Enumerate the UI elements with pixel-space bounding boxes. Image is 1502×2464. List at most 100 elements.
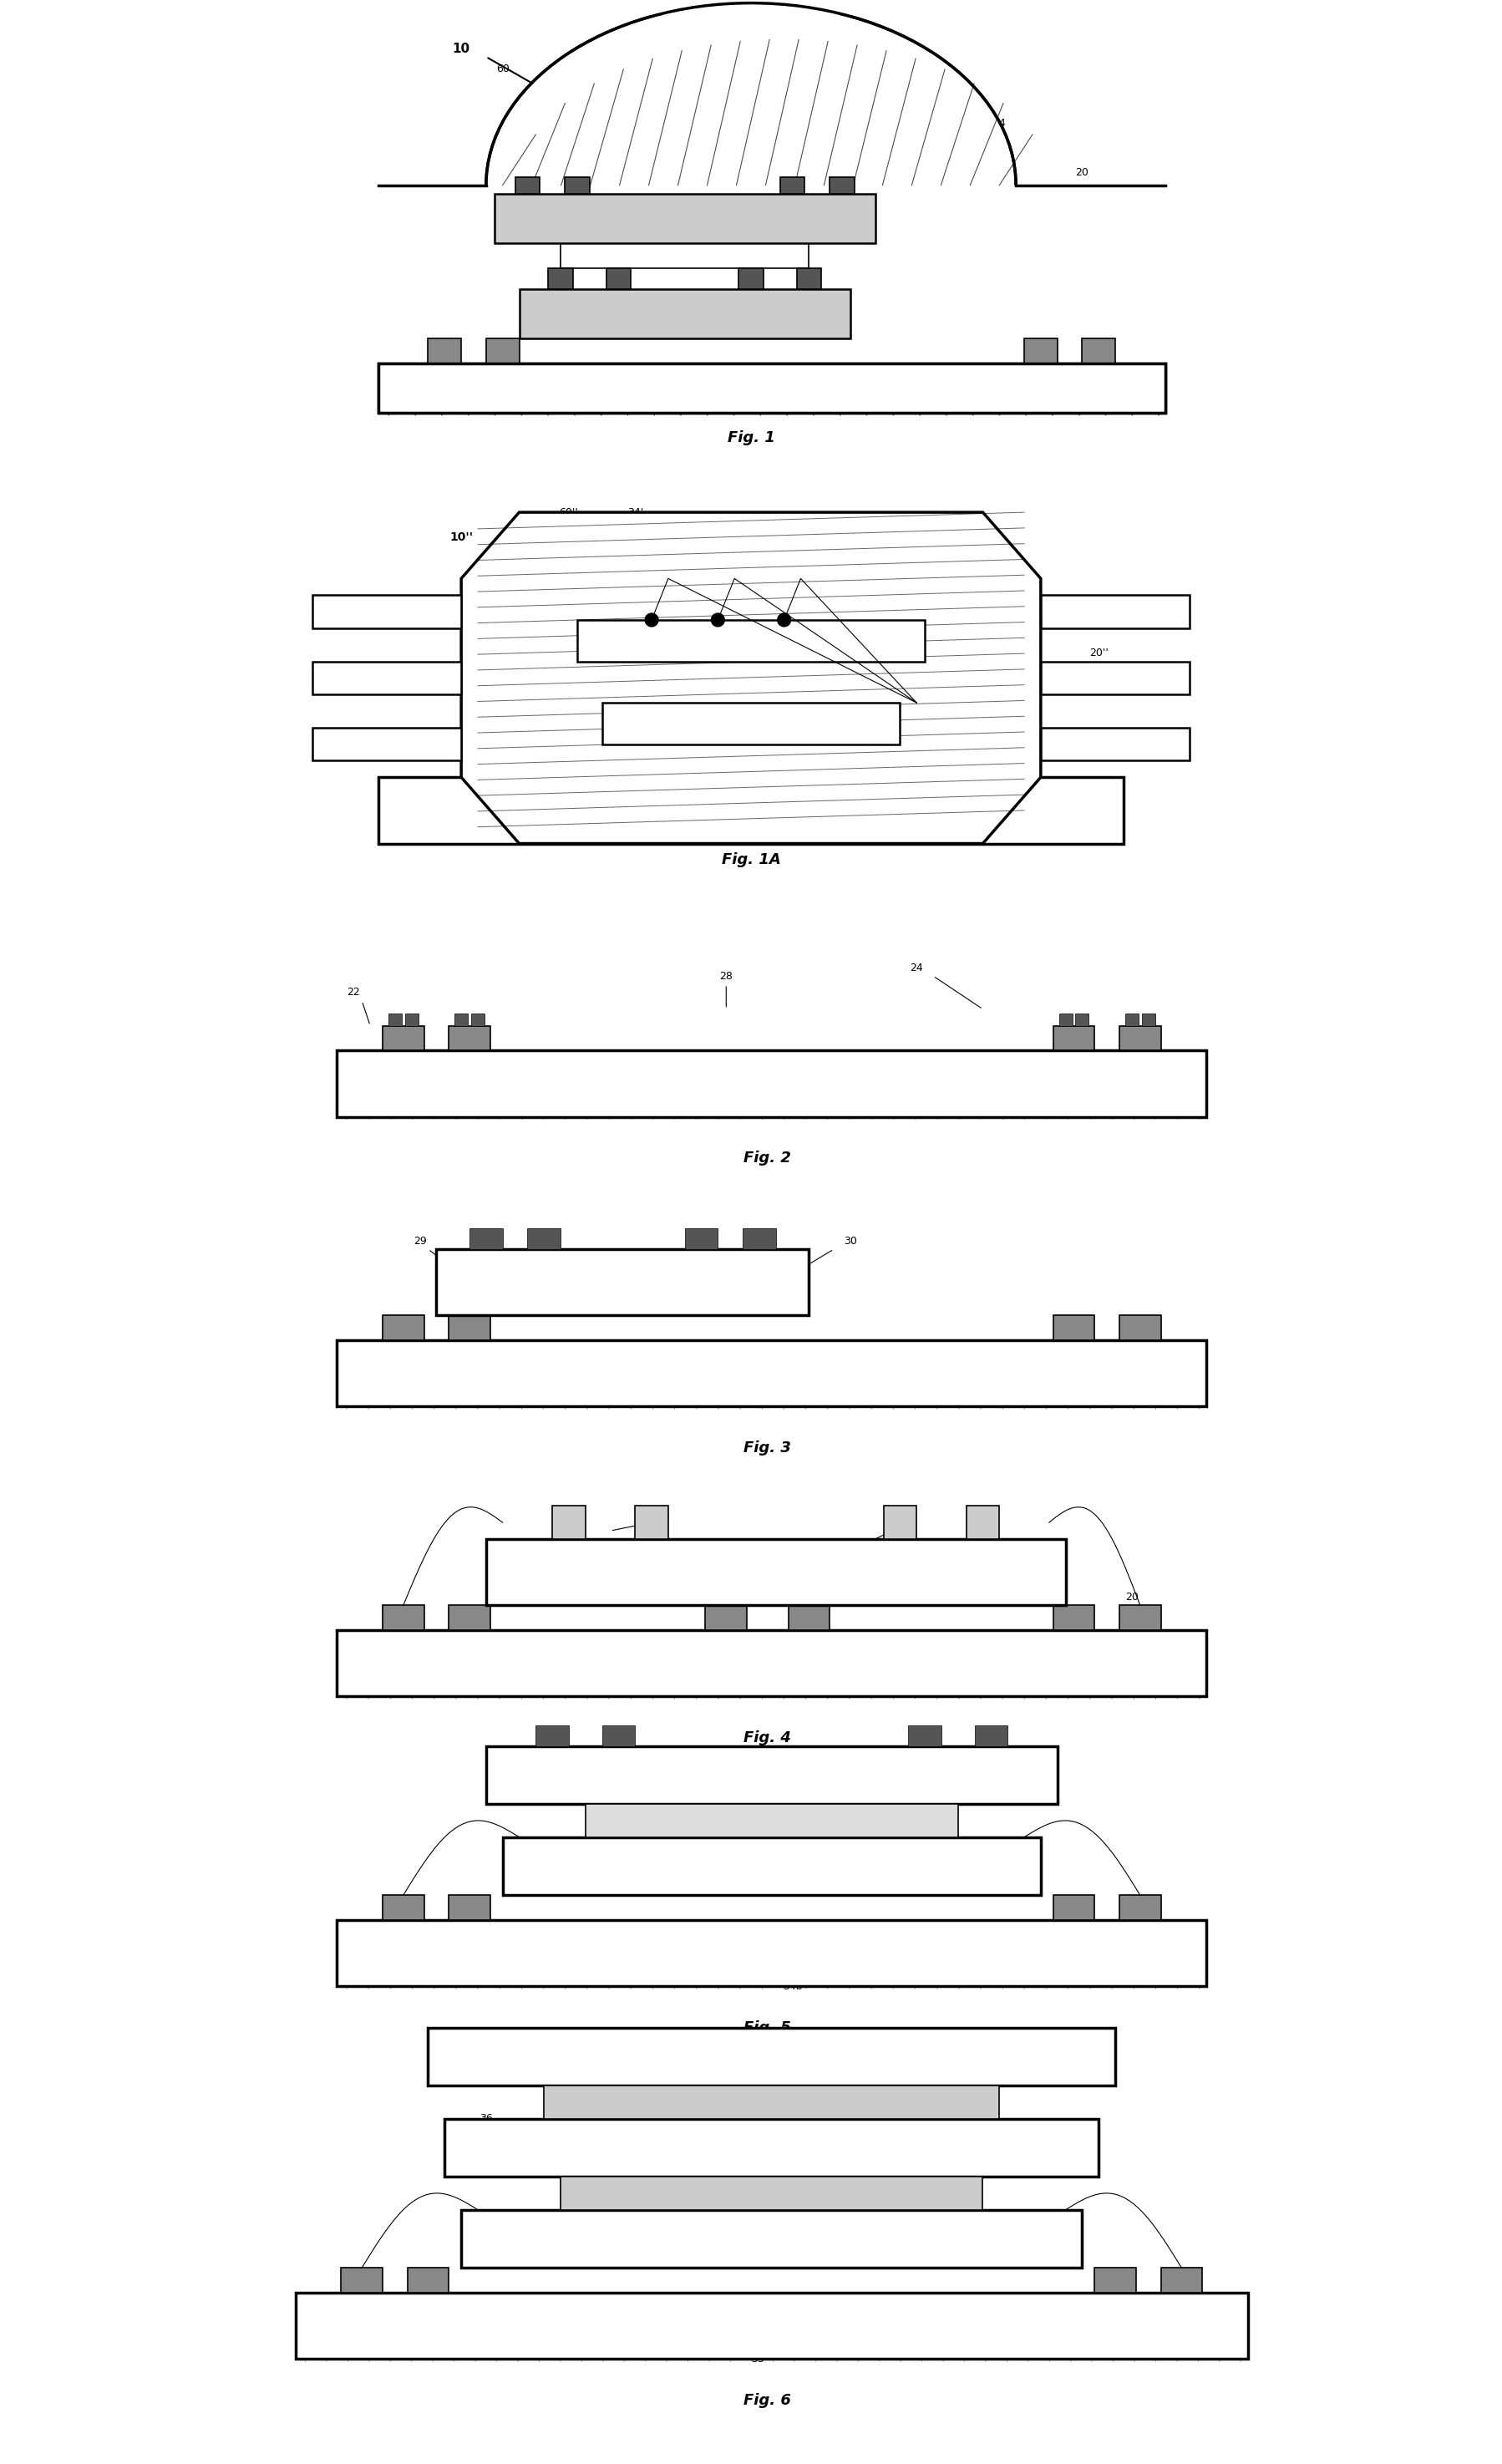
Bar xyxy=(383,1316,424,1340)
Text: 33': 33' xyxy=(701,30,718,42)
Bar xyxy=(909,1725,942,1747)
Circle shape xyxy=(712,614,724,626)
Text: Fig. 3: Fig. 3 xyxy=(743,1441,792,1456)
Bar xyxy=(829,177,855,195)
Text: 30: 30 xyxy=(786,813,799,823)
Bar xyxy=(586,1804,958,1838)
Bar xyxy=(780,177,805,195)
Bar xyxy=(428,2028,1116,2085)
Bar xyxy=(975,1725,1008,1747)
Text: 24: 24 xyxy=(1075,1641,1089,1653)
Text: Fig. 6: Fig. 6 xyxy=(743,2393,792,2407)
Bar xyxy=(742,1230,777,1249)
Bar xyxy=(635,1506,668,1540)
Text: 34a: 34a xyxy=(650,1508,670,1520)
Bar xyxy=(487,1747,1057,1804)
Bar xyxy=(706,1607,746,1631)
Text: 30: 30 xyxy=(802,375,816,384)
Bar xyxy=(796,269,822,288)
Bar xyxy=(336,1919,1206,1986)
Text: 40: 40 xyxy=(512,375,526,384)
Bar xyxy=(487,1540,1065,1607)
Bar xyxy=(553,1506,586,1540)
Bar xyxy=(312,727,461,761)
Bar xyxy=(449,1025,490,1050)
Text: 60'': 60'' xyxy=(559,508,578,517)
Bar xyxy=(607,269,631,288)
Bar xyxy=(389,1013,401,1025)
Text: 34a: 34a xyxy=(865,781,885,791)
Circle shape xyxy=(778,614,790,626)
Text: 24'': 24'' xyxy=(469,771,487,784)
Bar xyxy=(383,1607,424,1631)
Bar xyxy=(312,660,461,695)
Bar xyxy=(406,1013,418,1025)
Bar xyxy=(1041,660,1190,695)
Bar xyxy=(1059,1013,1072,1025)
Bar xyxy=(478,185,1024,375)
Bar xyxy=(296,2292,1248,2358)
Bar xyxy=(1053,1895,1095,1919)
Bar xyxy=(383,1895,424,1919)
Bar xyxy=(1041,596,1190,628)
Text: 28: 28 xyxy=(745,1377,757,1387)
Bar xyxy=(379,362,1166,414)
Bar xyxy=(449,1316,490,1340)
Text: 20: 20 xyxy=(1075,168,1089,177)
Bar xyxy=(336,1340,1206,1407)
Text: G: G xyxy=(739,387,746,397)
Text: 29: 29 xyxy=(413,1234,427,1247)
Bar xyxy=(336,1631,1206,1695)
Text: G: G xyxy=(647,821,656,833)
Text: 30: 30 xyxy=(868,2336,882,2348)
Bar xyxy=(1142,1013,1155,1025)
Text: Fig. 1A: Fig. 1A xyxy=(721,853,781,867)
Text: 30: 30 xyxy=(934,1542,948,1552)
Bar xyxy=(515,177,539,195)
Bar xyxy=(739,269,763,288)
Text: 34a: 34a xyxy=(865,367,885,377)
Text: 36: 36 xyxy=(479,2114,493,2124)
Bar xyxy=(966,1506,999,1540)
Bar xyxy=(602,1725,635,1747)
Text: 30: 30 xyxy=(885,1791,898,1801)
Text: 24: 24 xyxy=(910,963,924,973)
Bar xyxy=(449,1895,490,1919)
Text: 24: 24 xyxy=(993,118,1006,128)
Text: Fig. 5: Fig. 5 xyxy=(743,2020,792,2035)
Bar xyxy=(536,1725,569,1747)
Text: 30: 30 xyxy=(844,1234,858,1247)
Text: 36: 36 xyxy=(943,1806,957,1818)
Ellipse shape xyxy=(487,2,1015,367)
Bar xyxy=(455,1013,467,1025)
Text: 40: 40 xyxy=(719,1774,733,1784)
Bar xyxy=(379,776,1123,843)
Text: 32: 32 xyxy=(745,2055,757,2067)
Bar xyxy=(472,1013,485,1025)
Bar xyxy=(883,1506,916,1540)
Bar xyxy=(461,2210,1081,2267)
Bar xyxy=(503,1838,1041,1895)
Bar xyxy=(1119,1316,1161,1340)
Text: 32: 32 xyxy=(604,44,617,54)
Text: 50: 50 xyxy=(455,375,469,384)
Bar xyxy=(1024,338,1057,362)
Bar xyxy=(1081,338,1116,362)
Bar xyxy=(428,338,461,362)
Bar xyxy=(1041,727,1190,761)
Text: 34b: 34b xyxy=(783,1981,802,1991)
Circle shape xyxy=(644,614,658,626)
Text: 30': 30' xyxy=(843,2062,859,2075)
Bar xyxy=(312,596,461,628)
Text: 32: 32 xyxy=(562,813,575,823)
Text: 22: 22 xyxy=(347,988,360,998)
Bar xyxy=(548,269,572,288)
Bar xyxy=(527,1230,560,1249)
Bar xyxy=(1119,1025,1161,1050)
Text: Fig. 2: Fig. 2 xyxy=(743,1151,792,1165)
Bar xyxy=(1125,1013,1139,1025)
Bar xyxy=(407,2267,449,2292)
Bar xyxy=(1053,1025,1095,1050)
Bar xyxy=(544,2085,999,2119)
Text: 20: 20 xyxy=(1142,1045,1155,1057)
